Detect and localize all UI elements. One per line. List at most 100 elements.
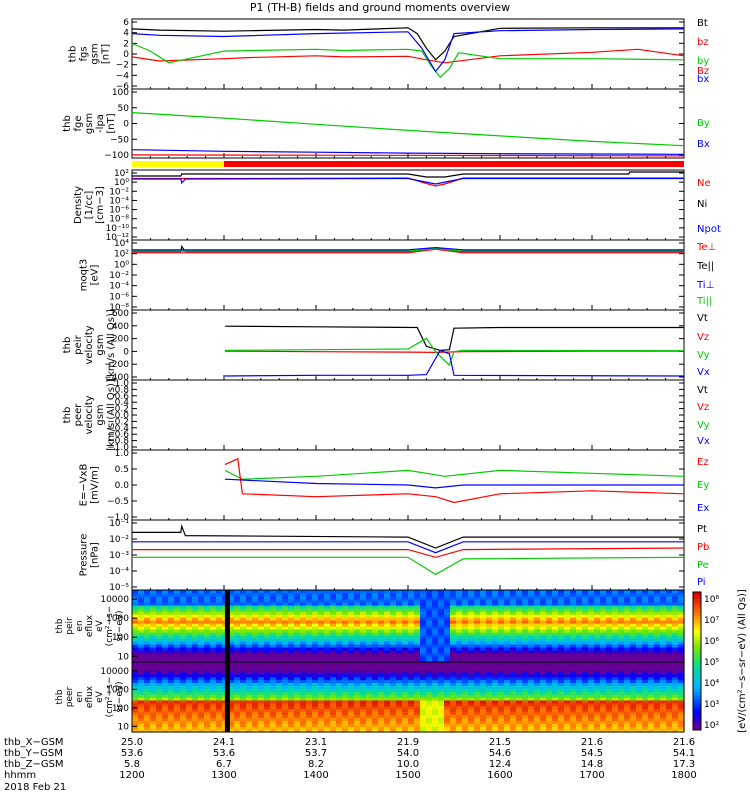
spectrogram-cell (456, 664, 463, 669)
spectrogram-cell (570, 602, 577, 606)
spectrogram-cell (204, 688, 211, 692)
spectrogram-cell (306, 644, 313, 648)
spectrogram-cell (468, 659, 475, 663)
spectrogram-cell (492, 688, 499, 692)
spectrogram-cell (480, 605, 487, 609)
spectrogram-cell (372, 638, 379, 642)
spectrogram-cell (588, 590, 595, 594)
spectrogram-cell (570, 608, 577, 612)
spectrogram-cell (360, 670, 367, 675)
spectrogram-cell (600, 699, 607, 704)
spectrogram-cell (186, 679, 193, 683)
spectrogram-cell (660, 626, 667, 630)
spectrogram-cell (240, 602, 247, 606)
spectrogram-cell (630, 670, 637, 675)
spectrogram-cell (168, 676, 175, 681)
spectrogram-cell (564, 664, 571, 669)
spectrogram-cell (384, 599, 391, 603)
spectrogram-cell (450, 699, 457, 704)
spectrogram-cell (366, 723, 373, 727)
spectrogram-cell (630, 605, 637, 609)
spectrogram-cell (456, 673, 463, 678)
spectrogram-cell (618, 596, 625, 600)
spectrogram-cell (204, 641, 211, 645)
spectrogram-cell (390, 596, 397, 600)
spectrogram-cell (132, 644, 139, 648)
spectrogram-cell (666, 664, 673, 669)
spectrogram-cell (450, 641, 457, 645)
spectrogram-cell (420, 720, 427, 724)
spectrogram-cell (270, 653, 277, 657)
spectrogram-cell (444, 685, 451, 689)
spectrogram-cell (438, 723, 445, 727)
spectrogram-cell (660, 717, 667, 721)
spectrogram-cell (432, 717, 439, 721)
spectrogram-cell (156, 673, 163, 678)
spectrogram-cell (522, 659, 529, 663)
spectrogram-cell (462, 590, 469, 594)
spectrogram-cell (594, 620, 601, 624)
spectrogram-cell (582, 608, 589, 612)
spectrogram-cell (324, 723, 331, 727)
y-axis-label: eV (95, 690, 105, 703)
spectrogram-cell (594, 632, 601, 636)
spectrogram-cell (636, 711, 643, 716)
spectrogram-cell (438, 653, 445, 657)
spectrogram-cell (360, 617, 367, 621)
spectrogram-cell (258, 605, 265, 609)
spectrogram-cell (552, 705, 559, 710)
spectrogram-cell (540, 673, 547, 678)
spectrogram-cell (384, 638, 391, 642)
spectrogram-cell (438, 623, 445, 627)
spectrogram-cell (582, 697, 589, 701)
spectrogram-cell (582, 656, 589, 660)
spectrogram-cell (378, 705, 385, 710)
spectrogram-cell (420, 694, 427, 698)
spectrogram-cell (384, 620, 391, 624)
spectrogram-cell (216, 638, 223, 642)
spectrogram-cell (438, 611, 445, 615)
spectrogram-cell (150, 717, 157, 721)
spectrogram-cell (570, 593, 577, 597)
spectrogram-cell (402, 596, 409, 600)
spectrogram-cell (600, 614, 607, 618)
spectrogram-cell (606, 685, 613, 689)
spectrogram-cell (186, 664, 193, 669)
spectrogram-cell (366, 662, 373, 666)
spectrogram-cell (510, 632, 517, 636)
spectrogram-cell (648, 659, 655, 663)
spectrogram-cell (138, 694, 145, 698)
series-line-ex (224, 478, 684, 489)
spectrogram-cell (180, 717, 187, 721)
spectrogram-cell (594, 641, 601, 645)
spectrogram-cell (324, 641, 331, 645)
spectrogram-cell (648, 688, 655, 692)
legend-label-ti: Ti|| (696, 296, 712, 307)
spectrogram-cell (186, 723, 193, 727)
spectrogram-cell (612, 614, 619, 618)
spectrogram-cell (624, 682, 631, 686)
spectrogram-cell (450, 697, 457, 701)
spectrogram-cell (582, 647, 589, 651)
spectrogram-cell (414, 670, 421, 675)
spectrogram-cell (246, 670, 253, 675)
spectrogram-cell (462, 650, 469, 654)
spectrogram-cell (474, 717, 481, 721)
spectrogram-cell (666, 682, 673, 686)
spectrogram-cell (480, 593, 487, 597)
spectrogram-cell (498, 697, 505, 701)
spectrogram-cell (180, 699, 187, 704)
spectrogram-cell (366, 635, 373, 639)
spectrogram-cell (348, 599, 355, 603)
spectrogram-cell (492, 623, 499, 627)
spectrogram-cell (168, 667, 175, 672)
spectrogram-cell (354, 711, 361, 716)
spectrogram-cell (258, 711, 265, 716)
spectrogram-cell (558, 632, 565, 636)
spectrogram-cell (438, 711, 445, 716)
spectrogram-cell (180, 691, 187, 695)
y-tick-label: 4 (123, 29, 129, 39)
spectrogram-cell (300, 626, 307, 630)
spectrogram-cell (522, 647, 529, 651)
y-tick-label: 10⁻⁵ (109, 583, 129, 593)
